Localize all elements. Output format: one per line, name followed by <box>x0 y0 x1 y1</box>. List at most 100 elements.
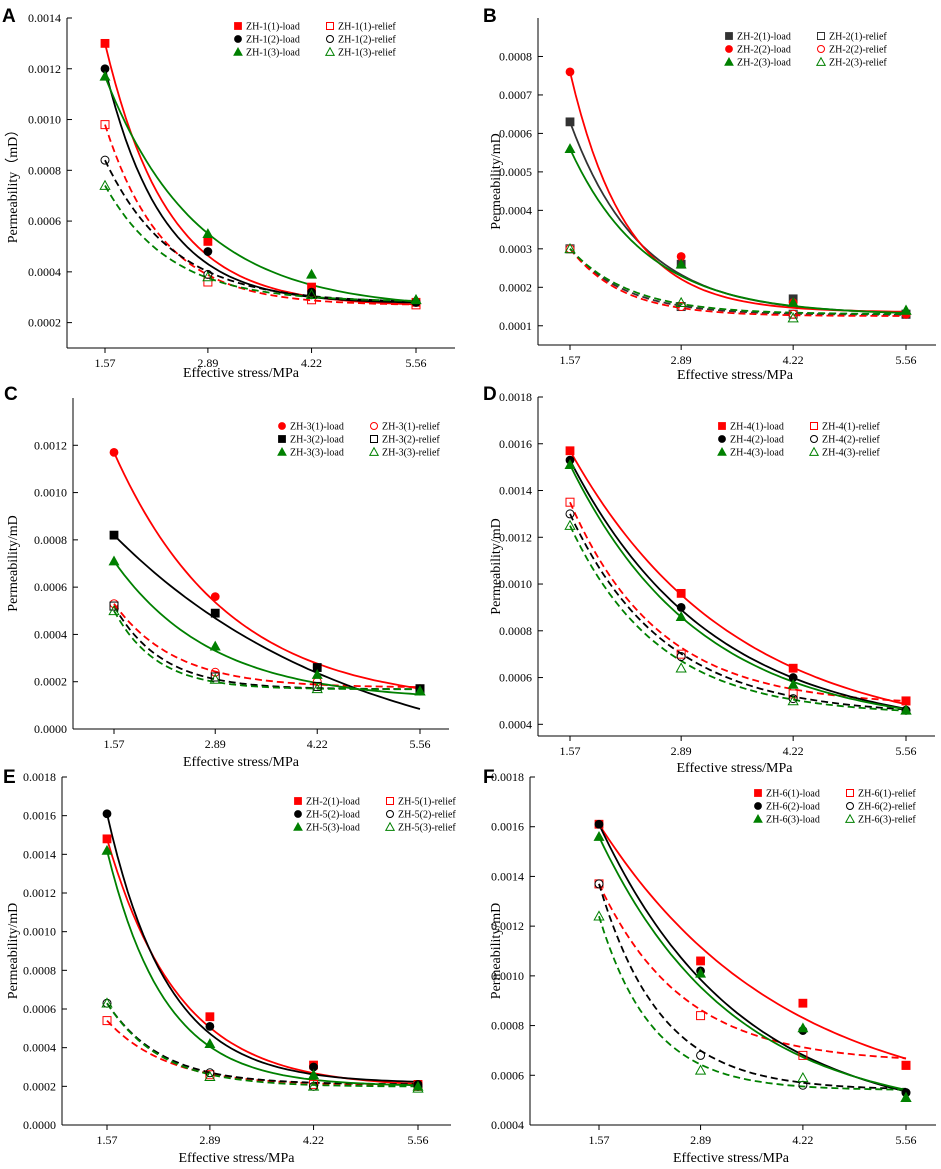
data-point-ZH-5(2)-load <box>102 809 112 819</box>
legend-marker-ZH-4(2)-relief <box>810 435 818 443</box>
legend-marker-ZH-5(2)-relief <box>386 810 394 818</box>
y-tick-label: 0.0006 <box>491 1068 524 1082</box>
y-tick-label: 0.0004 <box>23 1041 56 1055</box>
legend-label: ZH-6(3)-relief <box>858 815 916 826</box>
legend-marker-ZH-2(3)-relief <box>815 56 827 66</box>
y-tick-label: 0.0012 <box>499 530 532 544</box>
fit-line-ZH-3(1)-load <box>113 452 421 690</box>
data-point-ZH-3(3)-relief <box>108 604 120 616</box>
panel-letter: E <box>3 767 16 788</box>
fit-line-ZH-6(2)-load <box>598 823 907 1093</box>
x-tick-label: 5.56 <box>410 737 431 751</box>
x-tick-label: 4.22 <box>792 1133 813 1147</box>
data-point-ZH-3(2)-relief <box>210 672 220 682</box>
data-point-ZH-6(3)-relief <box>900 1091 912 1102</box>
fit-line-ZH-2(2)-relief <box>569 248 906 317</box>
data-point-ZH-4(3)-relief <box>675 662 687 673</box>
data-point-ZH-1(3)-load <box>306 268 318 279</box>
legend-marker-ZH-5(2)-load <box>294 810 302 818</box>
x-tick-label: 1.57 <box>97 1133 118 1147</box>
data-point-ZH-3(2)-relief <box>312 681 322 691</box>
x-tick-label: 4.22 <box>303 1133 324 1147</box>
x-tick-label: 5.56 <box>408 1133 429 1147</box>
x-tick-label: 2.89 <box>199 1133 220 1147</box>
y-tick-label: 0.0000 <box>34 722 67 736</box>
legend-label: ZH-4(2)-relief <box>822 435 880 446</box>
data-point-ZH-4(1)-relief <box>565 497 575 507</box>
y-axis-title: Permeability/mD <box>489 133 504 229</box>
legend-label: ZH-1(3)-relief <box>338 48 396 59</box>
data-point-ZH-4(1)-load <box>901 696 911 706</box>
legend-marker-ZH-4(3)-load <box>717 446 727 456</box>
y-tick-label: 0.0006 <box>23 1002 56 1016</box>
legend-label: ZH-2(2)-relief <box>829 45 887 56</box>
y-tick-label: 0.0008 <box>499 49 532 63</box>
data-point-ZH-4(3)-load <box>675 611 687 622</box>
legend: ZH-6(1)-load ZH-6(2)-load ZH-6(3)-load ZH-6… <box>753 789 916 826</box>
data-point-ZH-3(1)-load <box>109 447 119 457</box>
data-point-ZH-1(3)-load <box>99 70 111 81</box>
x-tick-label: 1.57 <box>560 744 581 758</box>
fit-line-ZH-6(1)-load <box>598 823 907 1060</box>
data-point-ZH-5(2)-relief <box>205 1068 215 1078</box>
y-tick-label: 0.0001 <box>499 319 532 333</box>
legend-marker-ZH-3(2)-relief <box>370 435 378 443</box>
legend-marker-ZH-1(3)-relief <box>324 46 336 56</box>
x-tick-label: 4.22 <box>783 353 804 367</box>
y-tick-label: 0.0007 <box>499 88 532 102</box>
data-point-ZH-4(1)-load <box>788 663 798 673</box>
data-point-ZH-6(1)-relief <box>901 1060 911 1070</box>
data-point-ZH-6(1)-relief <box>696 1011 706 1021</box>
y-tick-label: 0.0000 <box>23 1118 56 1132</box>
fit-line-ZH-1(3)-load <box>104 76 417 303</box>
y-tick-label: 0.0016 <box>499 437 532 451</box>
y-tick-label: 0.0002 <box>23 1079 56 1093</box>
panel-letter: D <box>483 384 497 405</box>
fit-line-ZH-2(3)-load <box>569 148 907 314</box>
y-tick-label: 0.0004 <box>499 717 532 731</box>
y-tick-label: 0.0008 <box>34 533 67 547</box>
fit-line-ZH-4(2)-load <box>569 459 907 710</box>
legend-marker-ZH-2(2)-load <box>725 45 733 53</box>
data-point-ZH-3(3)-load <box>311 668 323 679</box>
data-point-ZH-1(3)-relief <box>305 288 318 300</box>
data-point-ZH-1(3)-load <box>202 228 214 239</box>
fit-line-ZH-6(3)-relief <box>598 915 907 1091</box>
fit-line-ZH-5(3)-relief <box>106 1002 419 1088</box>
y-tick-label: 0.0008 <box>491 1019 524 1033</box>
legend-marker-ZH-3(3)-load <box>277 446 287 456</box>
data-point-ZH-5(1)-relief <box>102 1016 112 1026</box>
x-axis-title: Effective stress/MPa <box>183 366 300 381</box>
fit-line-ZH-2(3)-relief <box>569 248 906 315</box>
data-point-ZH-6(2)-relief <box>798 1080 808 1090</box>
data-point-ZH-4(2)-relief <box>788 694 798 704</box>
y-tick-label: 0.0004 <box>491 1118 524 1132</box>
legend-label: ZH-3(1)-relief <box>382 422 440 433</box>
legend-marker-ZH-6(1)-relief <box>846 789 854 797</box>
y-tick-label: 0.0006 <box>499 126 532 140</box>
data-point-ZH-4(3)-relief <box>900 704 912 715</box>
fit-line-ZH-1(1)-relief <box>104 124 417 306</box>
y-tick-label: 0.0004 <box>499 203 532 217</box>
panel-f: F 0.0004 0.0006 0.0008 0.0010 0.0012 0.0014 0.0… <box>483 767 936 1166</box>
y-axis-title: Permeability/mD <box>6 903 21 999</box>
y-tick-label: 0.0010 <box>499 577 532 591</box>
fit-line-ZH-1(1)-load <box>104 43 417 306</box>
y-tick-label: 0.0010 <box>23 925 56 939</box>
legend-marker-ZH-4(2)-load <box>718 435 726 443</box>
data-point-ZH-4(2)-load <box>676 603 686 612</box>
legend-marker-ZH-1(2)-load <box>234 35 242 43</box>
legend-label: ZH-6(1)-load <box>766 789 820 800</box>
legend-label: ZH-2(1)-relief <box>829 32 887 43</box>
data-point-ZH-5(3)-relief <box>412 1082 424 1093</box>
x-tick-label: 2.89 <box>690 1133 711 1147</box>
data-point-ZH-5(3)-load <box>204 1038 216 1049</box>
legend-label: ZH-2(3)-load <box>737 58 791 69</box>
legend-label: ZH-1(1)-load <box>246 22 300 33</box>
data-point-ZH-6(2)-relief <box>696 1050 706 1060</box>
y-tick-label: 0.0004 <box>34 627 67 641</box>
y-tick-label: 0.0006 <box>34 580 67 594</box>
legend-marker-ZH-3(2)-load <box>278 435 286 443</box>
fit-line-ZH-3(3)-load <box>113 560 421 696</box>
legend-label: ZH-6(3)-load <box>766 815 820 826</box>
